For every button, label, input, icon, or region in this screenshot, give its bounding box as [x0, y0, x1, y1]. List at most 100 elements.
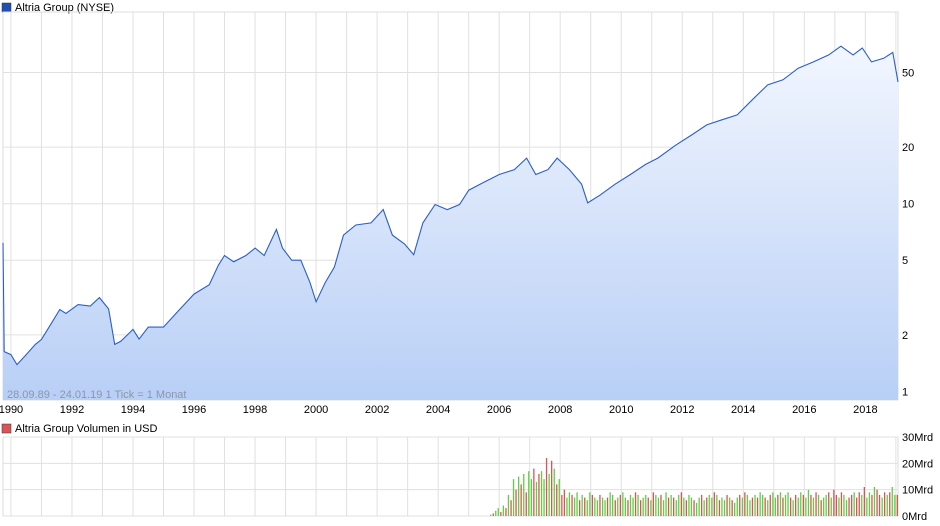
volume-bar: [634, 492, 637, 516]
volume-bar: [497, 508, 499, 516]
volume-bar: [744, 492, 746, 516]
volume-bar: [556, 484, 558, 516]
volume-bar: [551, 460, 553, 516]
volume-bar: [751, 497, 754, 516]
volume-bar: [716, 494, 718, 516]
volume-bar: [884, 492, 886, 516]
volume-bar: [505, 508, 507, 516]
volume-bar: [767, 500, 769, 516]
volume-bar: [640, 500, 642, 516]
volume-bar: [769, 494, 771, 516]
volume-bar: [878, 494, 881, 516]
volume-bar: [538, 473, 540, 516]
volume-bar: [685, 500, 687, 516]
volume-bar: [787, 492, 789, 516]
volume-bar: [660, 494, 662, 516]
volume-bar: [896, 494, 898, 516]
volume-bar: [708, 494, 710, 516]
volume-bar: [563, 489, 565, 516]
volume-bar: [518, 476, 520, 516]
price-area: [3, 46, 898, 400]
volume-bar: [843, 494, 845, 516]
date-range-annotation: 28.09.89 - 24.01.19 1 Tick = 1 Monat: [7, 389, 186, 401]
volume-bar: [871, 494, 873, 516]
volume-y-tick-label: 20Mrd: [902, 458, 933, 470]
volume-y-tick-label: 10Mrd: [902, 485, 933, 497]
volume-bar: [614, 500, 616, 516]
volume-bar: [835, 494, 837, 516]
volume-bar: [599, 494, 601, 516]
volume-bar: [680, 492, 682, 516]
volume-bar: [495, 510, 497, 516]
volume-bar: [655, 494, 657, 516]
price-chart-title: Altria Group (NYSE): [15, 2, 114, 14]
volume-bar: [731, 500, 733, 516]
volume-bar: [729, 497, 731, 516]
y-tick-label: 10: [902, 199, 914, 211]
volume-bar: [797, 497, 799, 516]
volume-bar: [863, 487, 865, 516]
volume-bar: [586, 500, 588, 516]
volume-bar: [833, 489, 835, 516]
volume-bar: [726, 494, 728, 516]
volume-bar: [772, 492, 774, 516]
x-tick-label: 2002: [365, 404, 389, 416]
volume-bar: [858, 492, 860, 516]
volume-bar: [703, 500, 705, 516]
volume-bar: [665, 492, 667, 516]
volume-bar: [759, 492, 761, 516]
volume-bar: [632, 497, 634, 516]
volume-y-tick-label: 0Mrd: [902, 511, 927, 523]
volume-bar: [764, 497, 766, 516]
x-tick-label: 2010: [609, 404, 633, 416]
volume-bar: [876, 489, 878, 516]
volume-bar: [845, 500, 848, 516]
volume-bar: [805, 497, 807, 516]
volume-bar: [589, 492, 591, 516]
volume-bar: [573, 497, 576, 516]
volume-bar: [627, 500, 629, 516]
volume-bar: [568, 492, 571, 516]
volume-bar: [617, 497, 619, 516]
volume-bar: [817, 494, 820, 516]
volume-bar: [762, 494, 764, 516]
volume-bar: [594, 497, 596, 516]
volume-bar: [507, 494, 510, 516]
volume-bar: [795, 494, 797, 516]
volume-bar: [830, 497, 832, 516]
volume-bar: [584, 497, 586, 516]
volume-bar: [774, 497, 776, 516]
volume-bar: [662, 500, 665, 516]
volume-bar: [510, 500, 512, 516]
volume-bar: [810, 494, 812, 516]
x-tick-label: 2008: [548, 404, 572, 416]
volume-bar: [558, 479, 560, 516]
volume-bar: [790, 497, 792, 516]
x-tick-label: 1998: [243, 404, 267, 416]
x-tick-label: 2004: [426, 404, 450, 416]
volume-bar: [721, 497, 723, 516]
volume-bar: [576, 492, 578, 516]
volume-bar: [683, 497, 685, 516]
volume-bar: [652, 492, 654, 516]
volume-bar: [581, 494, 583, 516]
volume-bar: [619, 494, 621, 516]
volume-bar: [853, 492, 855, 516]
volume-bar: [894, 494, 896, 516]
volume-bar: [601, 497, 604, 516]
volume-bar: [530, 479, 532, 516]
volume-bar: [792, 500, 794, 516]
volume-bar: [784, 494, 787, 516]
volume-bar: [741, 497, 743, 516]
volume-bar: [711, 497, 713, 516]
volume-bar: [756, 497, 759, 516]
x-tick-label: 2016: [792, 404, 816, 416]
volume-bar: [782, 497, 784, 516]
volume-bar: [734, 502, 736, 516]
volume-bar: [736, 497, 738, 516]
volume-bar: [695, 502, 698, 516]
volume-bar: [688, 494, 690, 516]
volume-bar: [548, 473, 550, 516]
